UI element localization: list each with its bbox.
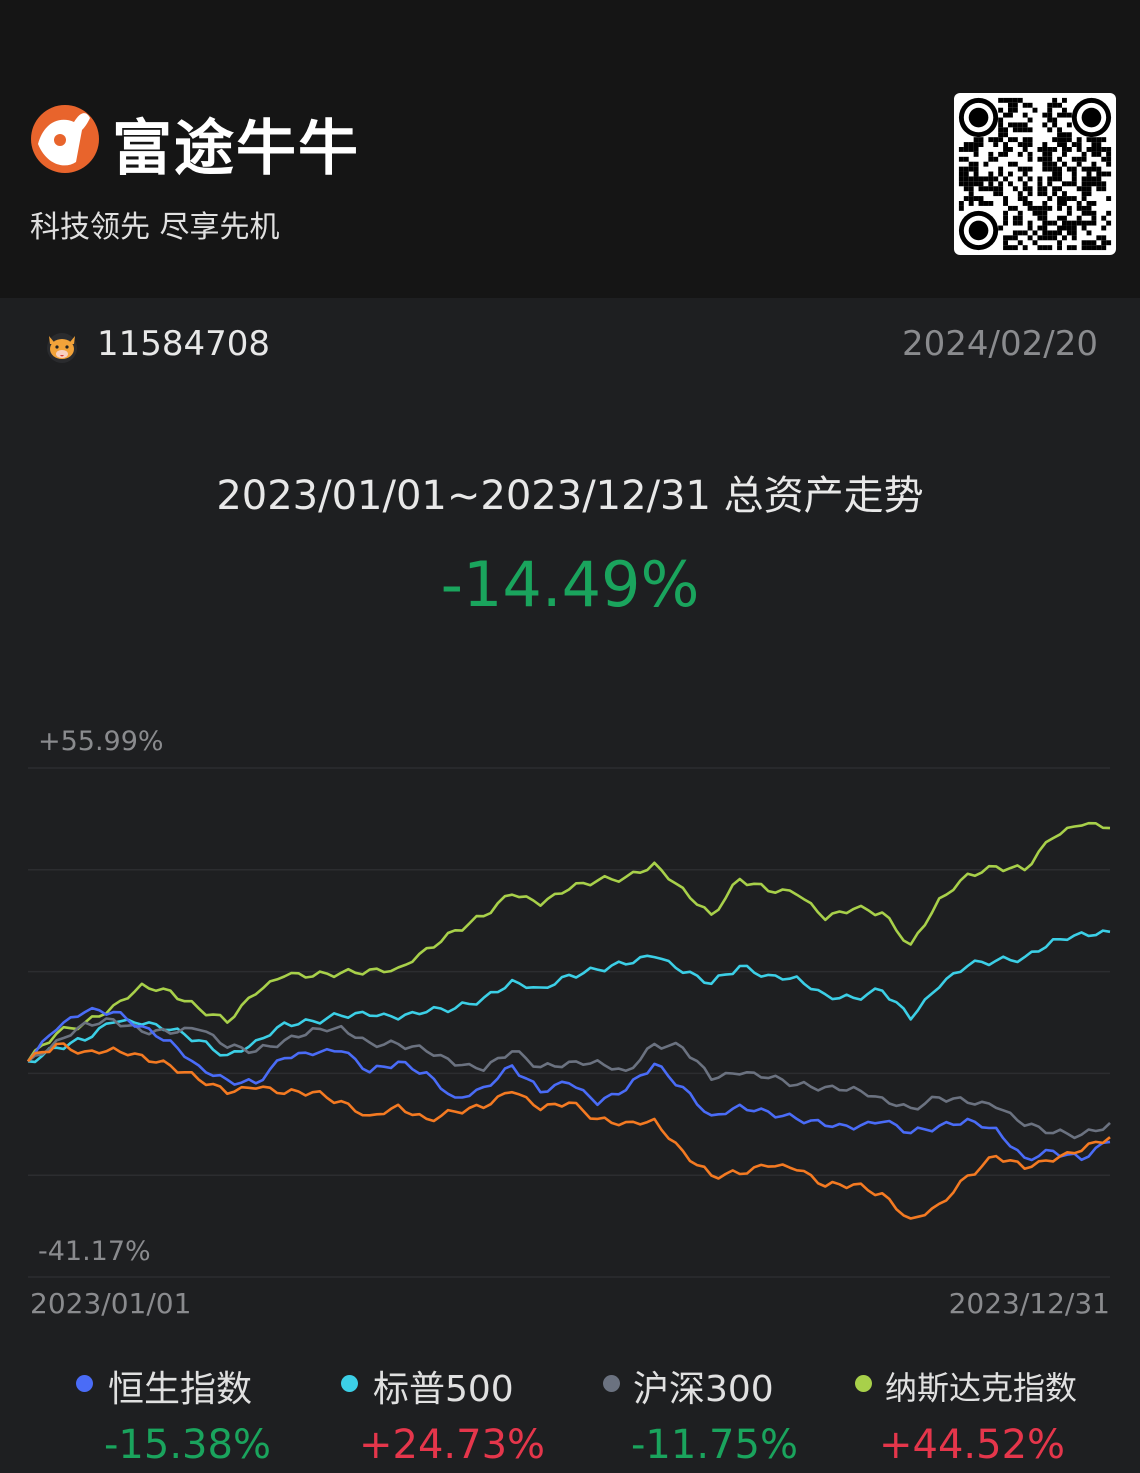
slogan: 科技领先 尽享先机 [30,210,280,245]
x-start-label: 2023/01/01 [30,1287,192,1320]
legend-dot [76,1375,93,1392]
legend-name: 标普500 [373,1369,514,1410]
legend-dot [341,1375,358,1392]
series-line-纳斯达克指数 [26,821,1111,1063]
legend-dot [855,1375,872,1392]
futu-bull-logo [31,105,99,173]
y-min-label: -41.17% [38,1236,151,1267]
brand-name: 富途牛牛 [112,114,360,184]
series-line-标普500 [27,929,1111,1064]
y-max-label: +55.99% [38,726,164,757]
header: 富途牛牛 科技领先 尽享先机 [0,0,1140,298]
legend-dot [603,1375,620,1392]
legend-name: 沪深300 [633,1369,774,1410]
total-return: -14.49% [440,548,700,621]
series-line-account [27,1042,1111,1220]
legend-value: -15.38% [104,1422,271,1468]
series-line-沪深300 [27,1017,1111,1140]
legend-value: -11.75% [631,1422,798,1468]
legend-name: 恒生指数 [108,1369,253,1410]
user-id: 11584708 [97,324,271,364]
chart-title: 2023/01/01~2023/12/31 总资产走势 [216,473,924,519]
legend: 恒生指数 -15.38% 标普500 +24.73% 沪深300 -11.75%… [0,1360,1140,1470]
legend-value: +44.52% [879,1422,1066,1468]
legend-name: 纳斯达克指数 [885,1369,1078,1407]
report-date: 2024/02/20 [902,324,1098,364]
series-line-恒生指数 [27,1006,1111,1162]
qr-code [954,93,1116,255]
qr-finder [968,107,989,128]
legend-value: +24.73% [359,1422,546,1468]
bull-avatar-icon [47,333,77,363]
x-end-label: 2023/12/31 [948,1287,1110,1320]
qr-finder [968,220,989,241]
qr-finder [1081,107,1102,128]
